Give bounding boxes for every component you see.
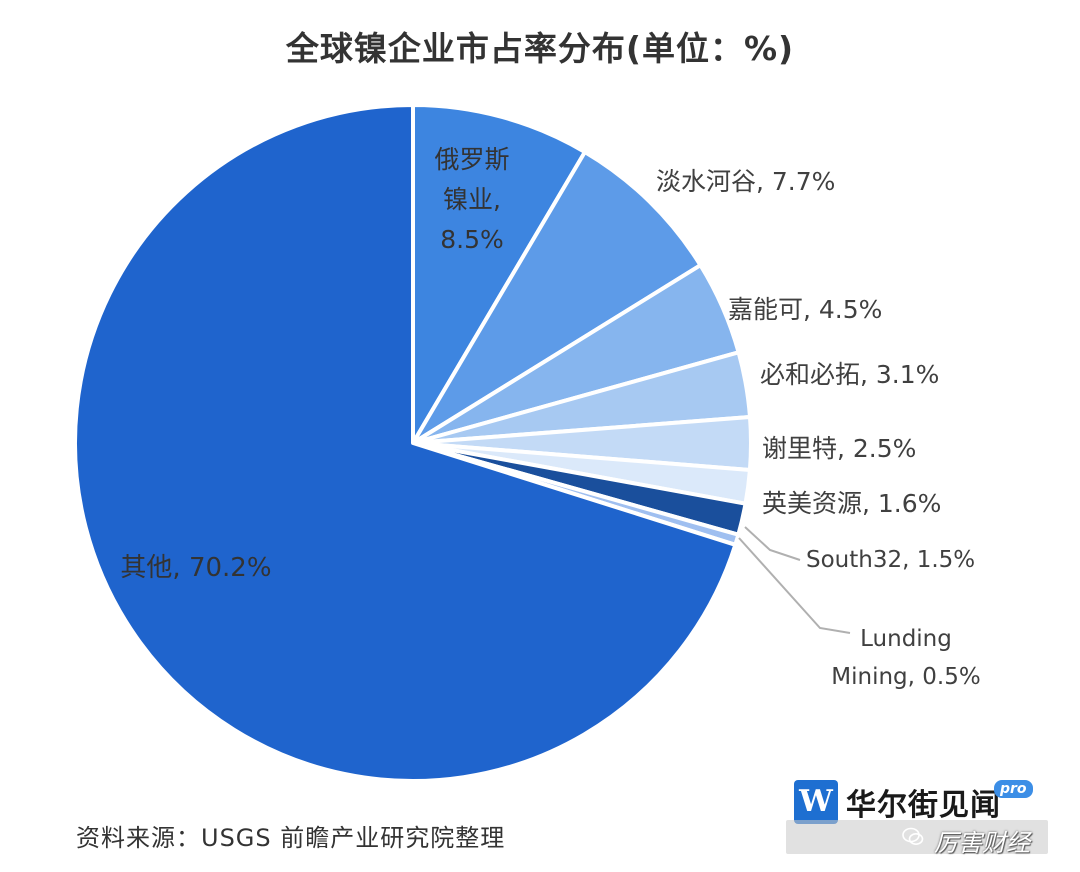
leader-line bbox=[744, 526, 801, 561]
data-label: 嘉能可, 4.5% bbox=[728, 295, 882, 324]
brand-name: 华尔街见闻 bbox=[846, 788, 1001, 823]
wechat-icon bbox=[902, 827, 924, 845]
brand-watermark: W 华尔街见闻 pro 厉害财经 bbox=[786, 778, 1056, 858]
wechat-bar: 厉害财经 bbox=[786, 820, 1048, 857]
leader-lines bbox=[738, 526, 851, 634]
leader-line bbox=[738, 537, 851, 634]
pie-slice bbox=[411, 149, 703, 445]
data-label: 其他, 70.2% bbox=[120, 553, 271, 583]
data-label: South32, 1.5% bbox=[806, 547, 975, 573]
pie-slices bbox=[73, 103, 753, 783]
data-label: 淡水河谷, 7.7% bbox=[656, 167, 835, 196]
data-label: 必和必拓, 3.1% bbox=[760, 360, 939, 389]
brand-logo-icon: W bbox=[794, 780, 838, 824]
data-labels: 俄罗斯镍业, 8.5% 淡水河谷, 7.7% 嘉能可, 4.5% 必和必拓, 3.1% 谢… bbox=[120, 145, 980, 690]
pie-slice bbox=[73, 103, 738, 783]
data-label: 俄罗斯镍业, 8.5% bbox=[434, 145, 509, 254]
data-label: 谢里特, 2.5% bbox=[762, 434, 916, 463]
data-label: Lunding Mining, 0.5% bbox=[831, 626, 980, 690]
chart-title: 全球镍企业市占率分布(单位：%) bbox=[285, 29, 795, 68]
wechat-account-name: 厉害财经 bbox=[934, 829, 1030, 857]
brand-pro-badge: pro bbox=[994, 780, 1033, 798]
data-label: 英美资源, 1.6% bbox=[762, 489, 941, 518]
source-note: 资料来源：USGS 前瞻产业研究院整理 bbox=[76, 824, 506, 852]
pie-slice bbox=[411, 103, 587, 445]
